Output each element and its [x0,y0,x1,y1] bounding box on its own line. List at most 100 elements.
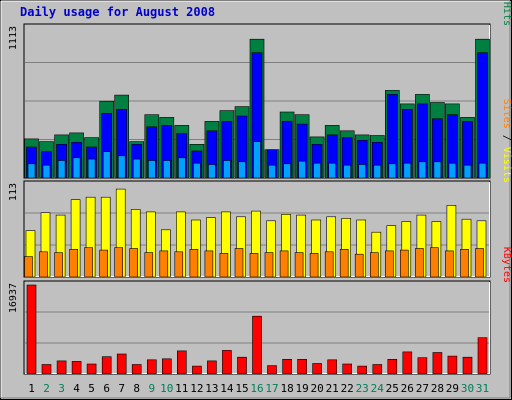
x-tick-label-day-14: 14 [220,382,234,395]
bar-kbytes-day-21 [327,359,338,375]
x-tick-label-day-21: 21 [326,382,339,395]
bar-pages-day-25 [388,163,397,179]
bar-sites-day-13 [204,250,214,278]
bar-pages-day-11 [178,157,186,179]
bar-pages-day-19 [298,160,306,179]
panel-legend: Pages / Files / Hits [501,0,512,26]
bar-kbytes-day-17 [267,365,277,375]
bar-kbytes-day-7 [116,353,127,375]
x-tick-label-day-11: 11 [175,382,188,395]
bar-kbytes-day-30 [462,356,473,375]
panel-legend: Sites / Visits [501,99,512,183]
x-tick-label-day-12: 12 [190,382,203,395]
bar-kbytes-day-23 [357,365,368,375]
bar-kbytes-day-20 [312,363,322,375]
bar-kbytes-day-13 [207,360,217,375]
legend-entry: / [501,129,512,147]
bar-kbytes-day-6 [101,356,112,375]
bar-kbytes-day-28 [432,352,443,375]
bar-sites-day-20 [309,253,319,278]
legend-entry: / [501,0,512,2]
series-pages [27,141,487,179]
bar-kbytes-day-14 [222,350,232,375]
bar-sites-day-10 [159,250,169,278]
bar-sites-day-24 [369,252,379,278]
bar-pages-day-9 [148,160,156,179]
bar-kbytes-day-24 [372,364,383,375]
bar-kbytes-day-8 [131,364,142,375]
bar-sites-day-16 [249,253,259,278]
bar-pages-day-16 [253,141,261,179]
bar-sites-day-4 [69,249,78,278]
bar-pages-day-7 [117,155,126,179]
bar-sites-day-21 [324,251,334,278]
bar-pages-day-2 [42,164,51,179]
panel-max-label: 113 [8,183,19,201]
bar-kbytes-day-26 [402,351,413,375]
bar-sites-day-19 [294,252,304,278]
bar-sites-day-28 [430,247,439,278]
bar-pages-day-3 [57,160,66,179]
bar-sites-day-12 [189,249,199,278]
legend-entry: Hits [501,2,512,26]
bar-pages-day-10 [163,160,171,179]
bar-kbytes-day-4 [71,361,82,375]
bar-pages-day-5 [87,158,96,179]
x-tick-label-day-28: 28 [431,382,444,395]
bar-sites-day-22 [339,249,349,278]
bar-sites-day-26 [399,249,409,278]
bar-pages-day-20 [313,162,321,179]
series-sites [24,247,484,278]
bar-kbytes-day-19 [297,358,307,375]
bar-kbytes-day-27 [417,357,428,375]
bar-sites-day-7 [114,247,123,278]
bar-pages-day-22 [343,164,352,179]
bar-kbytes-day-1 [26,284,37,375]
bar-kbytes-day-31 [477,337,488,375]
bar-pages-day-29 [448,162,457,179]
bar-sites-day-8 [129,248,138,278]
bar-pages-day-4 [72,157,81,179]
panel-visits: 113 Sites / Visits [8,99,512,278]
x-tick-label-day-26: 26 [401,382,414,395]
x-tick-label-day-23: 23 [356,382,369,395]
bar-kbytes-day-12 [192,365,202,375]
chart-panels: 1113 Pages / Files / Hits 113 Sites / Visit… [8,0,512,375]
x-tick-label-day-5: 5 [88,382,95,395]
bar-kbytes-day-25 [387,358,398,375]
x-tick-label-day-19: 19 [295,382,308,395]
bar-sites-day-25 [384,250,394,278]
x-tick-label-day-22: 22 [341,382,354,395]
bar-kbytes-day-3 [56,360,67,375]
bar-sites-day-30 [460,249,469,278]
bar-pages-day-23 [358,164,367,179]
bar-sites-day-23 [354,253,364,278]
bar-pages-day-21 [328,162,337,179]
x-tick-label-day-18: 18 [280,382,293,395]
bar-kbytes-day-10 [162,358,172,375]
bar-pages-day-27 [418,161,427,179]
series-kbytes [26,284,488,375]
bar-sites-day-18 [279,250,289,278]
x-tick-label-day-17: 17 [265,382,278,395]
legend-entry: Visits [501,147,512,183]
x-tick-label-day-9: 9 [148,382,155,395]
bar-sites-day-1 [24,256,33,278]
x-tick-label-day-1: 1 [28,382,35,395]
x-tick-label-day-13: 13 [205,382,218,395]
bar-pages-day-30 [463,164,472,179]
bar-pages-day-24 [373,164,382,179]
bar-pages-day-13 [208,164,216,179]
x-tick-label-day-8: 8 [133,382,140,395]
bar-kbytes-day-29 [447,355,458,375]
x-tick-label-day-16: 16 [250,382,263,395]
bar-sites-day-9 [144,252,154,278]
x-tick-label-day-31: 31 [476,382,489,395]
panel-max-label: 1113 [8,26,19,50]
bar-sites-day-17 [264,252,274,278]
x-tick-label-day-20: 20 [310,382,323,395]
legend-entry: KBytes [501,247,512,283]
bar-pages-day-18 [283,163,291,179]
x-axis-labels: 1 2 3 4 5 6 7 8 9 10 11 12 13 14 15 16 17 18 19 20 21 22 23 24 2… [28,382,489,395]
bar-pages-day-26 [403,162,412,179]
